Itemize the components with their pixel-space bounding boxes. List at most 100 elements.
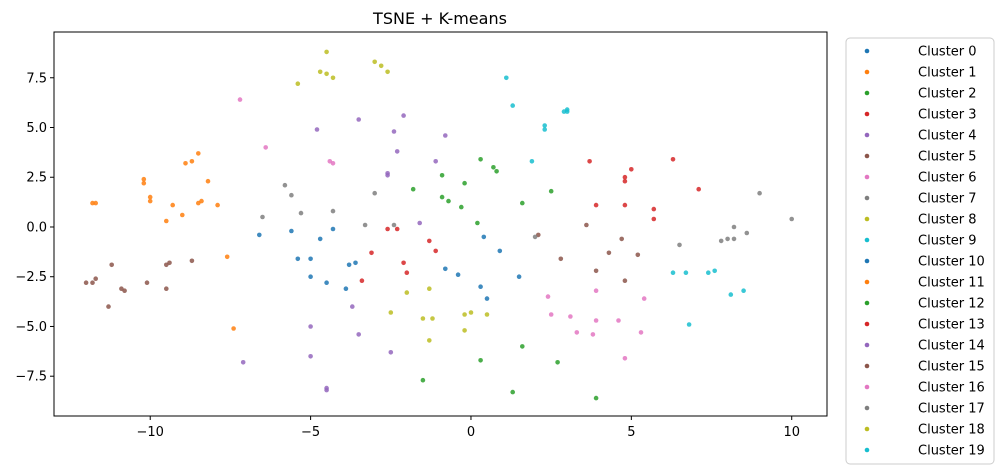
legend-label: Cluster 9 xyxy=(918,234,977,249)
scatter-point xyxy=(183,161,188,166)
y-tick-label: −2.5 xyxy=(15,270,47,285)
scatter-point xyxy=(170,202,175,208)
legend-label: Cluster 7 xyxy=(918,192,977,207)
scatter-point xyxy=(391,129,397,134)
scatter-point xyxy=(106,304,111,309)
y-tick-label: −5.0 xyxy=(15,320,47,335)
scatter-point xyxy=(593,268,599,274)
scatter-point xyxy=(622,174,628,180)
scatter-point xyxy=(420,377,426,383)
scatter-point xyxy=(455,272,461,278)
legend-marker xyxy=(864,384,870,390)
scatter-point xyxy=(330,208,336,214)
legend-label: Cluster 12 xyxy=(918,297,985,312)
scatter-point xyxy=(372,59,378,65)
legend-label: Cluster 5 xyxy=(918,150,977,165)
scatter-point xyxy=(164,218,169,224)
scatter-point xyxy=(324,385,329,391)
legend-label: Cluster 11 xyxy=(918,276,985,291)
legend-marker xyxy=(864,258,870,264)
scatter-point xyxy=(83,280,89,286)
scatter-point xyxy=(545,294,551,299)
scatter-point xyxy=(359,278,365,284)
scatter-point xyxy=(237,97,243,102)
scatter-point xyxy=(372,190,378,196)
scatter-point xyxy=(510,389,515,395)
scatter-point xyxy=(308,324,313,329)
scatter-point xyxy=(109,262,114,268)
legend-entry: Cluster 3 xyxy=(864,108,977,123)
scatter-point xyxy=(574,330,580,335)
scatter-point xyxy=(298,210,304,216)
y-tick-label: 0.0 xyxy=(26,220,47,235)
scatter-point xyxy=(484,312,490,317)
scatter-point xyxy=(356,117,362,122)
scatter-point xyxy=(401,113,406,118)
scatter-point xyxy=(308,256,313,262)
scatter-point xyxy=(462,312,467,317)
scatter-point xyxy=(439,194,445,200)
scatter-point xyxy=(122,288,127,294)
scatter-point xyxy=(295,256,301,262)
legend-label: Cluster 16 xyxy=(918,381,985,396)
scatter-point xyxy=(330,226,336,232)
scatter-point xyxy=(330,75,336,81)
legend-entry: Cluster 1 xyxy=(864,66,977,81)
scatter-point xyxy=(147,198,153,204)
scatter-point xyxy=(147,194,153,200)
legend-label: Cluster 13 xyxy=(918,318,985,333)
scatter-point xyxy=(420,316,426,321)
scatter-point xyxy=(295,81,301,86)
scatter-point xyxy=(593,288,599,294)
legend-label: Cluster 19 xyxy=(918,444,985,459)
scatter-point xyxy=(404,270,410,276)
scatter-point xyxy=(353,260,358,266)
scatter-point xyxy=(417,220,423,226)
legend-marker xyxy=(864,111,870,117)
legend-marker xyxy=(864,237,870,243)
scatter-point xyxy=(385,226,390,232)
legend-entry: Cluster 18 xyxy=(864,423,985,438)
scatter-point xyxy=(430,316,435,321)
scatter-point xyxy=(568,314,573,319)
legend-entry: Cluster 13 xyxy=(864,318,985,333)
scatter-point xyxy=(282,182,288,188)
scatter-point xyxy=(167,260,172,266)
scatter-point xyxy=(356,332,362,337)
scatter-point xyxy=(510,103,515,108)
scatter-point xyxy=(314,127,320,132)
scatter-point xyxy=(504,75,509,81)
scatter-point xyxy=(491,165,496,170)
scatter-point xyxy=(433,159,439,164)
scatter-point xyxy=(564,107,570,112)
legend-label: Cluster 6 xyxy=(918,171,977,186)
scatter-point xyxy=(263,145,269,150)
scatter-point xyxy=(542,127,547,132)
scatter-point xyxy=(205,178,211,184)
scatter-point xyxy=(532,234,538,240)
legend: Cluster 0 Cluster 1 Cluster 2 Cluster 3 Clus… xyxy=(845,37,995,465)
scatter-point xyxy=(635,252,641,258)
scatter-point xyxy=(475,220,480,226)
scatter-point xyxy=(324,71,329,77)
scatter-point xyxy=(289,228,294,234)
scatter-point xyxy=(641,296,647,301)
y-axis: −7.5 −5.0 −2.5 0.0 2.5 5.0 7.5 xyxy=(15,71,54,385)
x-tick-label: 5 xyxy=(627,425,635,440)
scatter-point xyxy=(93,200,98,206)
legend-marker xyxy=(864,195,870,201)
legend-entry: Cluster 0 xyxy=(864,45,977,60)
scatter-point xyxy=(622,202,628,208)
plot-area-frame xyxy=(53,31,828,417)
scatter-point xyxy=(497,248,503,254)
scatter-point xyxy=(196,151,201,156)
legend-entry: Cluster 14 xyxy=(864,339,985,354)
scatter-point xyxy=(317,236,323,242)
scatter-point xyxy=(224,254,230,260)
scatter-point xyxy=(520,344,525,349)
legend-marker xyxy=(864,153,870,159)
scatter-point xyxy=(725,236,730,242)
legend-entry: Cluster 9 xyxy=(864,234,977,249)
scatter-point xyxy=(308,354,313,359)
